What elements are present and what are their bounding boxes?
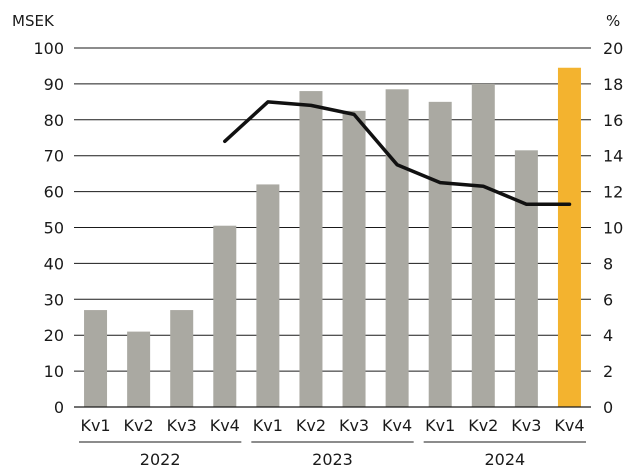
- bar: [471, 83, 495, 408]
- left-tick-label: 10: [44, 362, 64, 381]
- bar: [514, 150, 538, 407]
- bar: [170, 310, 194, 407]
- year-label: 2022: [140, 450, 181, 468]
- category-label: Kv3: [511, 416, 541, 435]
- category-label: Kv4: [210, 416, 240, 435]
- ratio-line: [223, 100, 572, 206]
- left-axis-unit: MSEK: [12, 12, 55, 30]
- category-label: Kv2: [124, 416, 154, 435]
- left-tick-label: 50: [44, 219, 64, 238]
- bar: [342, 110, 366, 407]
- gridlines: [74, 47, 591, 372]
- bar: [213, 225, 237, 407]
- category-label: Kv3: [167, 416, 197, 435]
- right-tick-label: 10: [603, 219, 623, 238]
- x-axis: Kv1 Kv2 Kv3 Kv4 Kv1 Kv2 Kv3 Kv4 Kv1 Kv2 Kv3 Kv4 2022…: [74, 406, 591, 468]
- ratio-line-path: [223, 100, 572, 206]
- right-tick-label: 2: [603, 362, 613, 381]
- right-tick-label: 6: [603, 290, 613, 309]
- year-label: 2024: [484, 450, 525, 468]
- left-tick-label: 20: [44, 326, 64, 345]
- left-tick-label: 80: [44, 111, 64, 130]
- right-tick-label: 14: [603, 147, 623, 166]
- bar: [299, 91, 323, 407]
- right-tick-label: 18: [603, 75, 623, 94]
- category-label: Kv3: [339, 416, 369, 435]
- category-label: Kv1: [425, 416, 455, 435]
- bar: [428, 101, 452, 407]
- category-label: Kv2: [296, 416, 326, 435]
- bar: [557, 67, 581, 408]
- left-tick-label: 40: [44, 254, 64, 273]
- left-tick-label: 70: [44, 147, 64, 166]
- right-tick-label: 4: [603, 326, 613, 345]
- left-tick-label: 60: [44, 183, 64, 202]
- category-label: Kv1: [253, 416, 283, 435]
- category-label: Kv1: [80, 416, 110, 435]
- bar: [127, 331, 151, 407]
- right-tick-label: 20: [603, 39, 623, 58]
- bar: [84, 310, 108, 407]
- bar: [256, 184, 280, 407]
- right-tick-label: 16: [603, 111, 623, 130]
- right-axis-unit: %: [606, 12, 620, 30]
- left-axis: MSEK 0 10 20 30 40 50 60 70 80 90 100: [12, 12, 64, 417]
- right-tick-label: 8: [603, 254, 613, 273]
- category-label: Kv2: [468, 416, 498, 435]
- left-tick-label: 30: [44, 290, 64, 309]
- left-tick-label: 0: [54, 398, 64, 417]
- category-label: Kv4: [382, 416, 412, 435]
- year-label: 2023: [312, 450, 353, 468]
- right-axis: % 0 2 4 6 8 10 12 14 16 18 20: [603, 12, 623, 417]
- bar: [385, 89, 409, 407]
- right-tick-label: 12: [603, 183, 623, 202]
- left-tick-label: 90: [44, 75, 64, 94]
- category-label: Kv4: [554, 416, 584, 435]
- right-tick-label: 0: [603, 398, 613, 417]
- bars: [84, 67, 581, 408]
- left-tick-label: 100: [33, 39, 64, 58]
